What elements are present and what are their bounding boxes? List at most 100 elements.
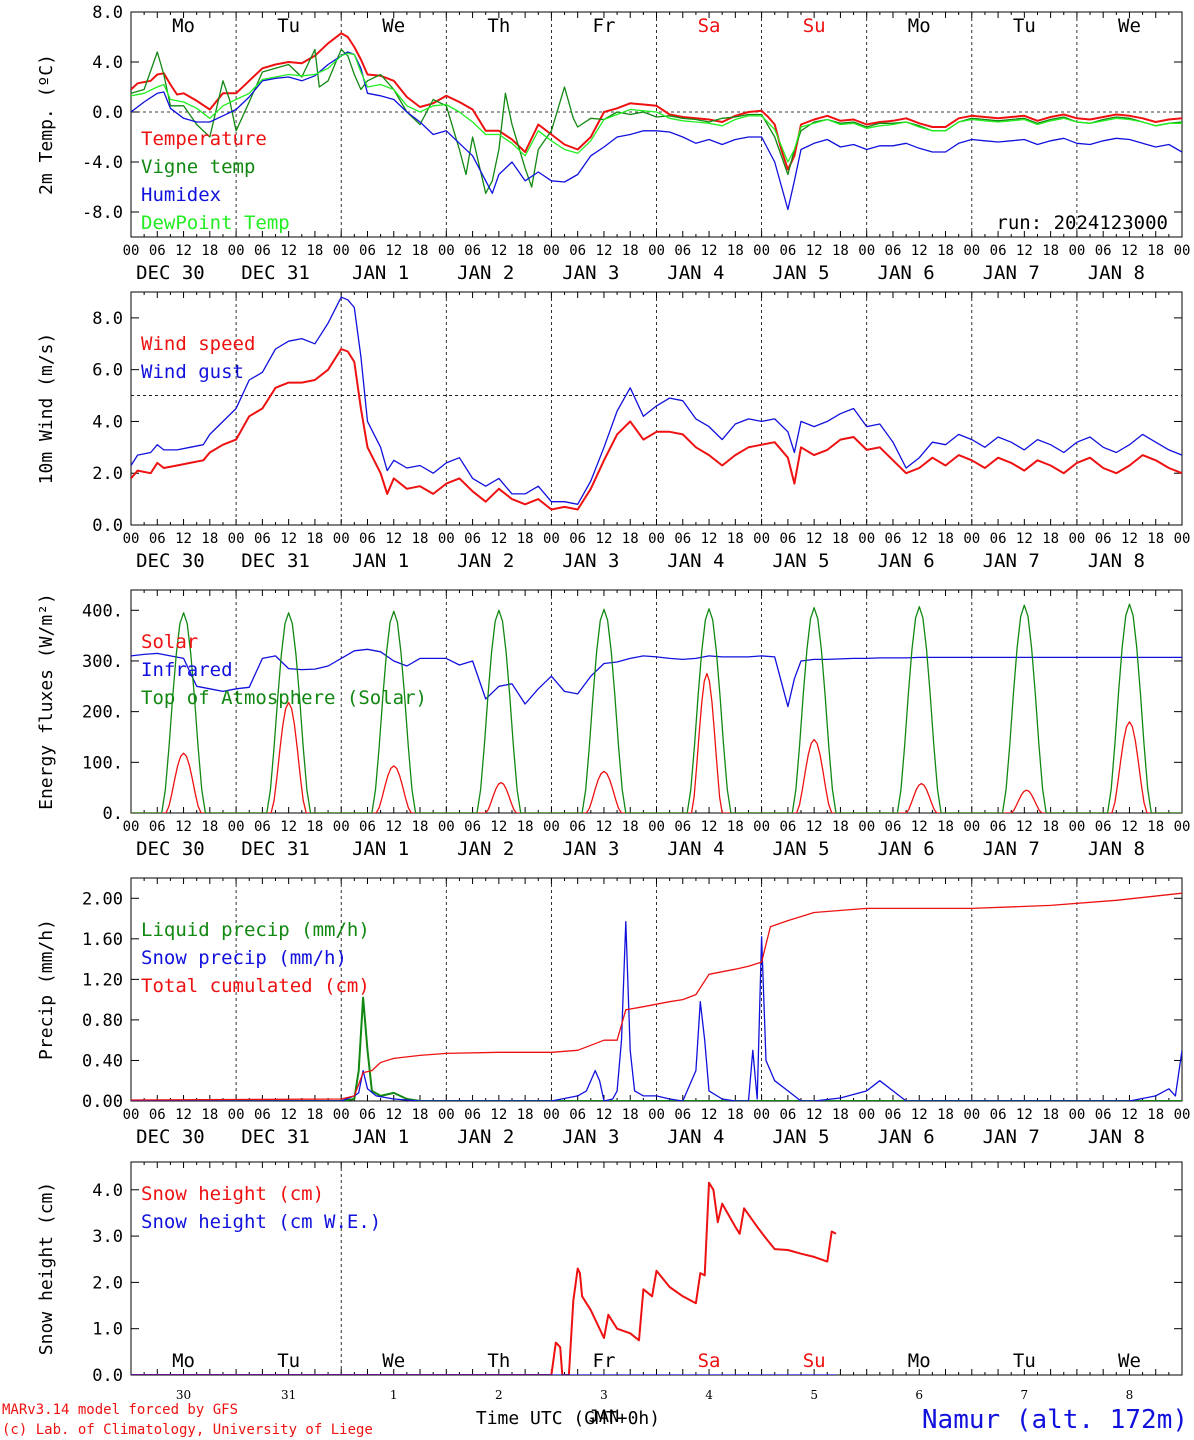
hour-label: 12: [280, 243, 297, 259]
hour-label: 18: [1042, 531, 1059, 547]
hour-label: 18: [306, 243, 323, 259]
hour-label: 06: [359, 531, 376, 547]
station-label: Namur (alt. 172m): [922, 1405, 1188, 1435]
hour-label: 06: [990, 243, 1007, 259]
date-label: JAN 7: [983, 262, 1040, 284]
hour-label: 18: [727, 819, 744, 835]
hour-label: 06: [464, 531, 481, 547]
hour-label: 06: [674, 531, 691, 547]
hour-label: 00: [1174, 531, 1191, 547]
series-line-wind-gust: [131, 296, 1182, 505]
hour-label: 06: [359, 243, 376, 259]
hour-label: 06: [990, 819, 1007, 835]
series-line-total-cumulated-cm-: [131, 892, 1182, 1101]
y-tick-label: 0.80: [82, 1011, 123, 1031]
hour-label: 18: [832, 819, 849, 835]
hour-label: 18: [622, 1107, 639, 1123]
date-label: JAN 6: [878, 1126, 935, 1148]
legend-entry: Temperature: [141, 128, 267, 150]
hour-label: 12: [385, 819, 402, 835]
y-tick-label: 4.0: [92, 412, 123, 432]
hour-label: 06: [990, 531, 1007, 547]
hour-label: 18: [1147, 531, 1164, 547]
weekday-label: Mo: [908, 1350, 931, 1372]
hour-label: 18: [937, 819, 954, 835]
series-line-snow-height-cm-: [131, 1181, 837, 1375]
y-axis-label: 2m Temp. (ºC): [36, 54, 57, 195]
hour-label: 06: [464, 1107, 481, 1123]
hour-label: 12: [385, 1107, 402, 1123]
weekday-label: Tu: [277, 15, 300, 37]
date-label: DEC 30: [136, 550, 205, 572]
series-line-solar: [131, 672, 1182, 813]
hour-label: 06: [569, 243, 586, 259]
hour-label: 12: [385, 243, 402, 259]
series-line-wind-speed: [131, 348, 1182, 511]
y-tick-label: 0.0: [92, 516, 123, 536]
date-label: DEC 30: [136, 262, 205, 284]
date-label: JAN 4: [667, 550, 724, 572]
hour-label: 18: [1042, 1107, 1059, 1123]
y-tick-label: -8.0: [82, 203, 123, 223]
weekday-label: Th: [487, 15, 510, 37]
hour-label: 18: [306, 1107, 323, 1123]
hour-label: 06: [885, 819, 902, 835]
y-tick-label: 0.00: [82, 1092, 123, 1112]
hour-label: 12: [1121, 531, 1138, 547]
hour-label: 06: [1095, 819, 1112, 835]
hour-label: 12: [1121, 819, 1138, 835]
hour-label: 00: [1174, 243, 1191, 259]
date-label: JAN 8: [1088, 550, 1145, 572]
hour-label: 18: [201, 531, 218, 547]
hour-label: 12: [490, 531, 507, 547]
date-label: DEC 31: [241, 550, 310, 572]
hour-label: 00: [858, 243, 875, 259]
series-line-snow-precip-mm-h-: [131, 920, 1182, 1101]
hour-label: 00: [543, 1107, 560, 1123]
weekday-label: Fr: [593, 15, 616, 37]
date-label: JAN 4: [667, 1126, 724, 1148]
hour-label: 06: [359, 819, 376, 835]
day-number: 3: [600, 1388, 608, 1402]
hour-label: 00: [648, 819, 665, 835]
hour-label: 00: [438, 243, 455, 259]
weekday-label: Sa: [698, 1350, 721, 1372]
legend-entry: Total cumulated (cm): [141, 975, 370, 997]
hour-label: 06: [149, 243, 166, 259]
date-label: DEC 31: [241, 838, 310, 860]
series-line-infrared: [131, 648, 1182, 708]
y-tick-label: 3.0: [92, 1227, 123, 1247]
hour-label: 12: [280, 531, 297, 547]
copyright-credit: (c) Lab. of Climatology, University of L…: [2, 1422, 373, 1438]
date-label: JAN 1: [352, 262, 409, 284]
hour-label: 12: [701, 1107, 718, 1123]
y-tick-label: 0.: [103, 804, 123, 824]
hour-label: 18: [727, 1107, 744, 1123]
hour-label: 06: [674, 1107, 691, 1123]
date-label: DEC 30: [136, 838, 205, 860]
date-label: DEC 31: [241, 262, 310, 284]
hour-label: 12: [806, 531, 823, 547]
hour-label: 12: [175, 819, 192, 835]
date-label: JAN 3: [562, 262, 619, 284]
hour-label: 06: [464, 243, 481, 259]
hour-label: 06: [464, 819, 481, 835]
hour-label: 00: [858, 819, 875, 835]
hour-label: 18: [1147, 1107, 1164, 1123]
hour-label: 00: [333, 243, 350, 259]
hour-label: 12: [911, 243, 928, 259]
hour-label: 00: [1174, 819, 1191, 835]
panel-4: 0.00 0.40 0.80 1.20 1.60 2.00 Precip (mm/h) 00 0…: [36, 877, 1190, 1148]
weekday-label: Su: [803, 15, 826, 37]
hour-label: 06: [569, 819, 586, 835]
y-tick-label: 4.0: [92, 53, 123, 73]
hour-label: 00: [123, 819, 140, 835]
hour-label: 18: [937, 1107, 954, 1123]
hour-label: 12: [701, 243, 718, 259]
hour-label: 00: [963, 819, 980, 835]
hour-label: 12: [385, 531, 402, 547]
y-axis-label: Precip (mm/h): [36, 919, 57, 1060]
day-number: 31: [281, 1388, 296, 1402]
hour-label: 06: [1095, 531, 1112, 547]
